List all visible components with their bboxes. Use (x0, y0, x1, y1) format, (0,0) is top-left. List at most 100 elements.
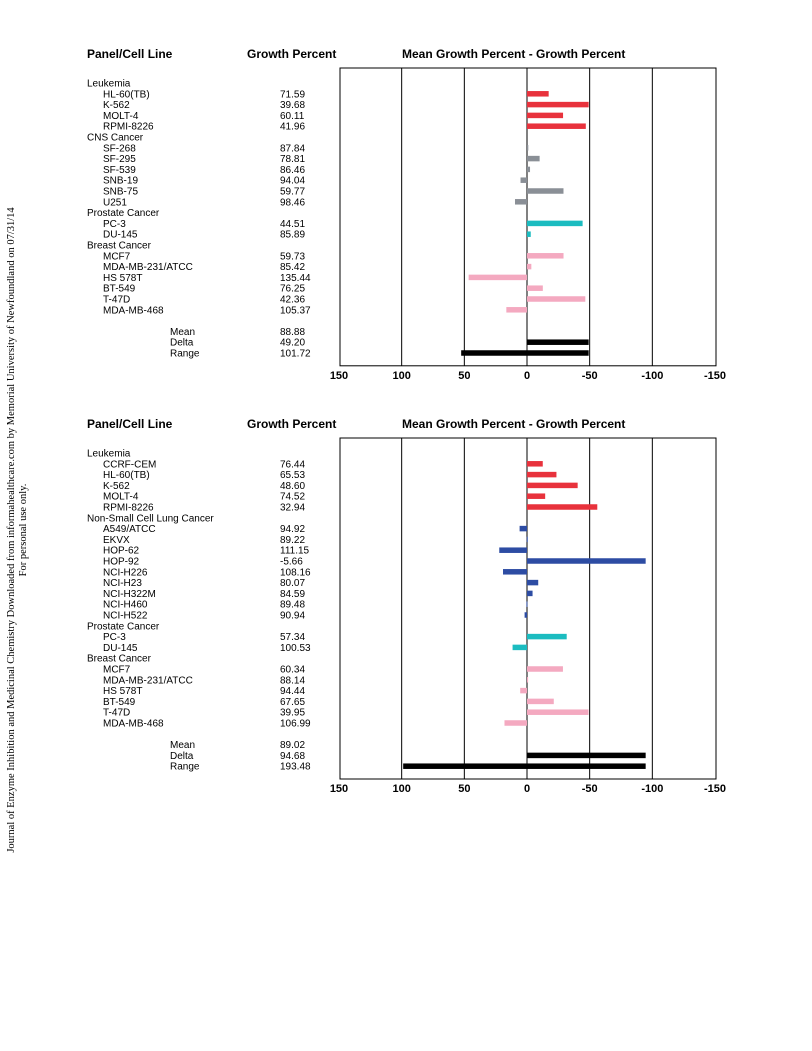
group-label: Leukemia (87, 449, 131, 460)
cell-line-label: HL-60(TB) (103, 470, 150, 481)
growth-value: 76.25 (280, 284, 305, 295)
growth-value: 87.84 (280, 143, 305, 154)
chart-svg: Panel/Cell Line Growth Percent Mean Growth… (87, 417, 726, 795)
bar-pc-3 (527, 633, 567, 640)
growth-value: 85.89 (280, 230, 305, 241)
cell-line-label: RPMI-8226 (103, 503, 154, 514)
bar-nci-h322m (527, 590, 533, 597)
growth-value: 89.48 (280, 600, 305, 611)
tick-label: -100 (641, 783, 663, 795)
cell-line-label: MCF7 (103, 665, 131, 676)
bar-nci-h226 (503, 569, 527, 575)
growth-value: 44.51 (280, 219, 305, 230)
growth-value: 60.34 (280, 665, 305, 676)
growth-value: 48.60 (280, 481, 305, 492)
bar-hs-578t (520, 687, 527, 694)
bar-molt-4 (527, 493, 546, 499)
cell-line-label: MOLT-4 (103, 492, 139, 503)
cell-line-label: SNB-19 (103, 176, 138, 187)
bar-mda-mb-468 (504, 720, 527, 726)
cell-line-label: PC-3 (103, 632, 126, 643)
cell-line-label: HOP-62 (103, 546, 140, 557)
cell-line-label: EKVX (103, 535, 130, 546)
bar-molt-4 (527, 112, 564, 119)
bar-mda-mb-231-atcc (527, 263, 532, 270)
bar-du-145 (527, 231, 531, 237)
growth-value: 78.81 (280, 154, 305, 165)
growth-value: 71.59 (280, 89, 305, 100)
growth-value: 86.46 (280, 165, 305, 176)
group-label: Prostate Cancer (87, 621, 160, 632)
header-mean-minus-growth: Mean Growth Percent - Growth Percent (402, 47, 625, 61)
summary-value-range: 193.48 (280, 762, 311, 773)
summary-label-delta: Delta (170, 751, 194, 762)
bar-sf-539 (527, 166, 531, 173)
summary-bar-delta (527, 752, 646, 759)
bar-snb-19 (520, 177, 527, 183)
bar-k-562 (527, 482, 578, 489)
cell-line-label: DU-145 (103, 230, 138, 241)
side-note-svg: Journal of Enzyme Inhibition and Medicin… (6, 207, 29, 853)
bar-mda-mb-231-atcc (527, 677, 529, 683)
cell-line-label: MCF7 (103, 251, 131, 262)
chart-svg: Panel/Cell Line Growth Percent Mean Growth… (87, 47, 726, 382)
cell-line-label: K-562 (103, 481, 130, 492)
cell-line-label: T-47D (103, 708, 130, 719)
growth-chart-1: Panel/Cell Line Growth Percent Mean Growth… (0, 40, 812, 398)
cell-line-label: SNB-75 (103, 187, 138, 198)
summary-value-delta: 49.20 (280, 338, 305, 349)
growth-value: 67.65 (280, 697, 305, 708)
tick-label: 50 (458, 370, 470, 382)
tick-label: 100 (392, 370, 410, 382)
cell-line-label: HS 578T (103, 686, 142, 697)
growth-value: 89.22 (280, 535, 305, 546)
header-growth-percent: Growth Percent (247, 417, 336, 431)
growth-value: 94.04 (280, 176, 305, 187)
tick-label: 100 (392, 783, 410, 795)
side-note-line2: For personal use only. (18, 484, 29, 577)
growth-value: 60.11 (280, 111, 305, 122)
cell-line-label: NCI-H460 (103, 600, 148, 611)
growth-value: 111.15 (280, 546, 310, 557)
growth-value: 94.92 (280, 524, 305, 535)
summary-label-mean: Mean (170, 740, 195, 751)
plot-frame (339, 437, 717, 780)
growth-value: 57.34 (280, 632, 305, 643)
cell-line-label: NCI-H322M (103, 589, 156, 600)
growth-value: 80.07 (280, 578, 305, 589)
bar-mcf7 (527, 666, 563, 672)
growth-value: 88.14 (280, 675, 305, 686)
side-note: Journal of Enzyme Inhibition and Medicin… (0, 0, 40, 1051)
cell-line-label: SF-295 (103, 154, 136, 165)
bar-hs-578t (468, 274, 527, 281)
cell-line-label: BT-549 (103, 697, 136, 708)
summary-label-mean: Mean (170, 327, 195, 338)
bar-bt-549 (527, 698, 554, 705)
cell-line-label: SF-268 (103, 143, 136, 154)
growth-value: 42.36 (280, 295, 305, 306)
tick-label: 150 (330, 370, 348, 382)
group-label: Breast Cancer (87, 654, 152, 665)
tick-label: -50 (582, 783, 598, 795)
cell-line-label: HS 578T (103, 273, 142, 284)
bar-hl-60-tb (527, 91, 549, 97)
growth-value: 135.44 (280, 273, 311, 284)
bar-nci-h460 (526, 601, 528, 607)
growth-value: 39.95 (280, 708, 305, 719)
tick-label: 150 (330, 783, 348, 795)
bar-ccrf-cem (527, 461, 543, 467)
bar-u251 (514, 199, 527, 205)
summary-label-range: Range (170, 349, 200, 360)
cell-line-label: T-47D (103, 295, 130, 306)
growth-chart-2: Panel/Cell Line Growth Percent Mean Growth… (0, 410, 812, 811)
growth-value: 105.37 (280, 305, 311, 316)
bar-a549-atcc (519, 525, 527, 532)
group-label: Prostate Cancer (87, 208, 160, 219)
growth-value: -5.66 (280, 557, 303, 568)
group-label: Leukemia (87, 79, 131, 90)
growth-value: 90.94 (280, 611, 305, 622)
growth-value: 100.53 (280, 643, 311, 654)
cell-line-label: SF-539 (103, 165, 136, 176)
header-panel-cell-line: Panel/Cell Line (87, 417, 173, 431)
header-growth-percent: Growth Percent (247, 47, 336, 61)
